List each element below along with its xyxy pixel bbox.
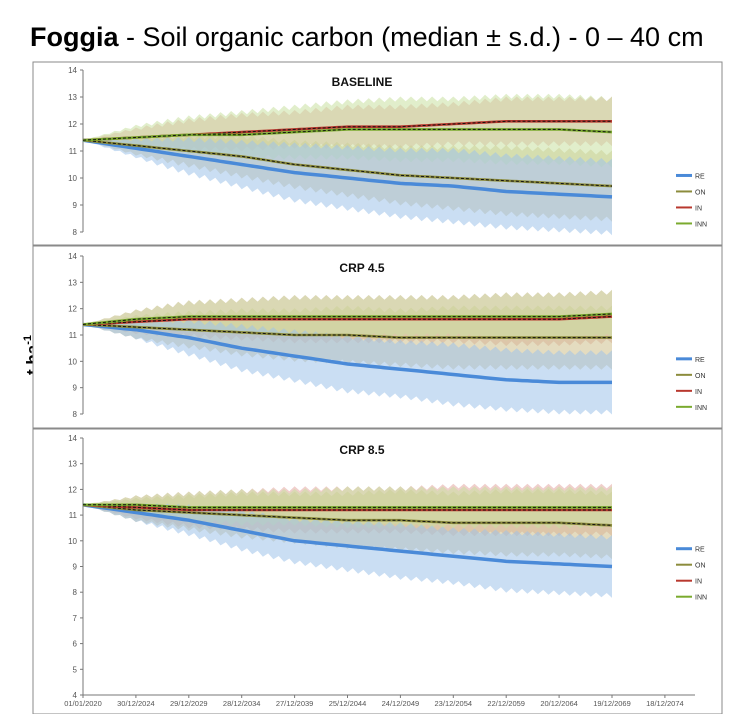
median-dash-ON — [82, 324, 612, 339]
y-tick-label: 8 — [73, 410, 78, 419]
y-tick-label: 6 — [73, 640, 78, 649]
y-tick-label: 13 — [68, 278, 77, 287]
y-tick-label: 10 — [68, 174, 77, 183]
chart-panel-2: 4 5 6 7 8 9 10 11 12 13 14 CRP 8.5 RE ON IN INN 01/01/20… — [32, 428, 723, 714]
median-dash-IN — [82, 504, 612, 511]
median-dash-IN — [82, 120, 612, 141]
chart-panel-0: 8 9 10 11 12 13 14 BASELINE RE ON IN INN — [32, 61, 723, 246]
median-dash-INN — [83, 504, 612, 508]
legend-label-RE: RE — [695, 357, 705, 364]
legend-label-ON: ON — [695, 373, 706, 380]
y-tick-label: 9 — [73, 384, 78, 393]
median-dash-INN — [82, 313, 613, 325]
legend-label-INN: INN — [695, 405, 707, 412]
y-tick-label: 5 — [73, 665, 78, 674]
legend-label-IN: IN — [695, 205, 702, 212]
median-dash-ON — [82, 139, 613, 187]
y-tick-label: 9 — [73, 563, 78, 572]
y-tick-label: 7 — [73, 614, 78, 623]
median-dash-INN — [82, 128, 613, 141]
x-tick-label: 22/12/2059 — [487, 699, 525, 708]
x-tick-label: 30/12/2024 — [117, 699, 155, 708]
x-tick-label: 28/12/2034 — [223, 699, 261, 708]
y-tick-label: 12 — [68, 485, 77, 494]
panel-title: CRP 8.5 — [339, 443, 384, 457]
chart-title: Foggia - Soil organic carbon (median ± s… — [30, 22, 704, 53]
y-tick-label: 10 — [68, 537, 77, 546]
y-tick-label: 14 — [68, 66, 77, 75]
y-tick-label: 12 — [68, 120, 77, 129]
y-tick-label: 13 — [68, 93, 77, 102]
legend-label-RE: RE — [695, 547, 705, 554]
y-tick-label: 14 — [68, 434, 77, 443]
y-tick-label: 12 — [68, 305, 77, 314]
y-tick-label: 13 — [68, 460, 77, 469]
chart-panel-1: 8 9 10 11 12 13 14 CRP 4.5 RE ON IN INN — [32, 245, 723, 429]
y-tick-label: 11 — [69, 331, 78, 340]
legend-label-INN: INN — [695, 595, 707, 602]
title-location: Foggia — [30, 22, 119, 52]
y-tick-label: 11 — [69, 511, 78, 520]
y-tick-label: 11 — [69, 147, 78, 156]
y-tick-label: 8 — [73, 228, 78, 237]
y-tick-label: 8 — [73, 588, 78, 597]
panel-title: CRP 4.5 — [339, 261, 384, 275]
median-dash-ON — [82, 504, 613, 526]
panel-title: BASELINE — [332, 75, 393, 89]
x-tick-label: 23/12/2054 — [435, 699, 473, 708]
x-tick-label: 01/01/2020 — [64, 699, 102, 708]
y-tick-label: 14 — [68, 252, 77, 261]
x-tick-label: 27/12/2039 — [276, 699, 314, 708]
legend-label-ON: ON — [695, 563, 706, 570]
legend-label-IN: IN — [695, 389, 702, 396]
x-tick-label: 19/12/2069 — [593, 699, 631, 708]
x-tick-label: 29/12/2029 — [170, 699, 208, 708]
y-tick-label: 9 — [73, 201, 78, 210]
y-tick-label: 4 — [73, 691, 78, 700]
legend-label-IN: IN — [695, 579, 702, 586]
x-tick-label: 20/12/2064 — [540, 699, 578, 708]
x-tick-label: 24/12/2049 — [382, 699, 420, 708]
median-line-RE — [82, 138, 613, 199]
median-dash-IN — [82, 316, 613, 325]
x-tick-label: 25/12/2044 — [329, 699, 367, 708]
legend-label-RE: RE — [695, 173, 705, 180]
title-rest: - Soil organic carbon (median ± s.d.) - … — [118, 22, 704, 52]
legend-label-INN: INN — [695, 221, 707, 228]
median-line-RE — [82, 322, 612, 385]
legend-label-ON: ON — [695, 189, 706, 196]
y-axis-label-sup: -1 — [22, 335, 34, 345]
x-tick-label: 18/12/2074 — [646, 699, 684, 708]
y-tick-label: 10 — [68, 357, 77, 366]
median-line-RE — [82, 503, 613, 569]
